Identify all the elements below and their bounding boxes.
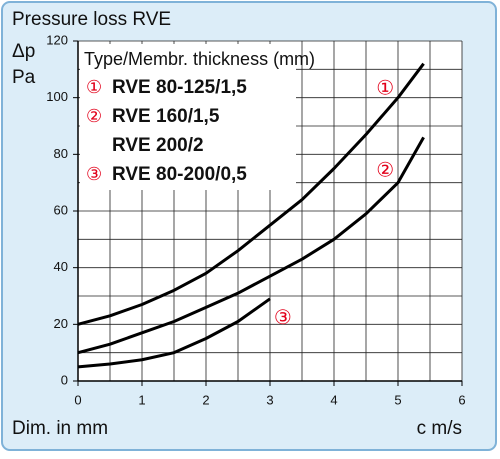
curve-label: ② <box>376 160 394 182</box>
y-tick-label: 80 <box>54 146 68 161</box>
legend-box <box>80 44 296 190</box>
x-tick-label: 1 <box>138 392 145 407</box>
curve-label: ③ <box>274 307 292 329</box>
x-label: Dim. in mm <box>12 418 108 439</box>
y-tick-label: 60 <box>54 202 68 217</box>
y-tick-label: 100 <box>46 89 68 104</box>
x-tick-label: 5 <box>394 392 401 407</box>
x-tick-label: 2 <box>202 392 209 407</box>
x-tick-label: 0 <box>74 392 81 407</box>
y-tick-label: 40 <box>54 259 68 274</box>
legend-entry: RVE 80-200/0,5 <box>112 164 247 185</box>
legend-entry: RVE 200/2 <box>112 135 204 156</box>
legend: Type/Membr. thickness (mm) ① RVE 80-125/1… <box>80 44 315 190</box>
curve-label: ① <box>376 77 394 99</box>
y-label: Δp <box>12 41 35 62</box>
legend-entry: RVE 160/1,5 <box>112 106 220 127</box>
marks: ① ② ③ <box>77 62 425 369</box>
y-tick-label: 0 <box>61 372 68 387</box>
legend-marker: ① <box>86 77 102 97</box>
series-line <box>77 136 425 355</box>
series-line <box>77 297 271 369</box>
x-unit: c m/s <box>417 418 462 439</box>
legend-marker: ③ <box>86 164 102 184</box>
chart-title: Pressure loss RVE <box>12 9 171 30</box>
x-tick-label: 6 <box>458 392 465 407</box>
legend-marker: ② <box>86 106 102 126</box>
y-unit: Pa <box>12 67 36 88</box>
x-tick-label: 3 <box>266 392 273 407</box>
x-tick-label: 4 <box>330 392 337 407</box>
series-line <box>77 62 425 326</box>
y-tick-label: 20 <box>54 316 68 331</box>
legend-entry: RVE 80-125/1,5 <box>112 77 247 98</box>
y-tick-label: 120 <box>46 32 68 47</box>
legend-title: Type/Membr. thickness (mm) <box>84 49 315 69</box>
